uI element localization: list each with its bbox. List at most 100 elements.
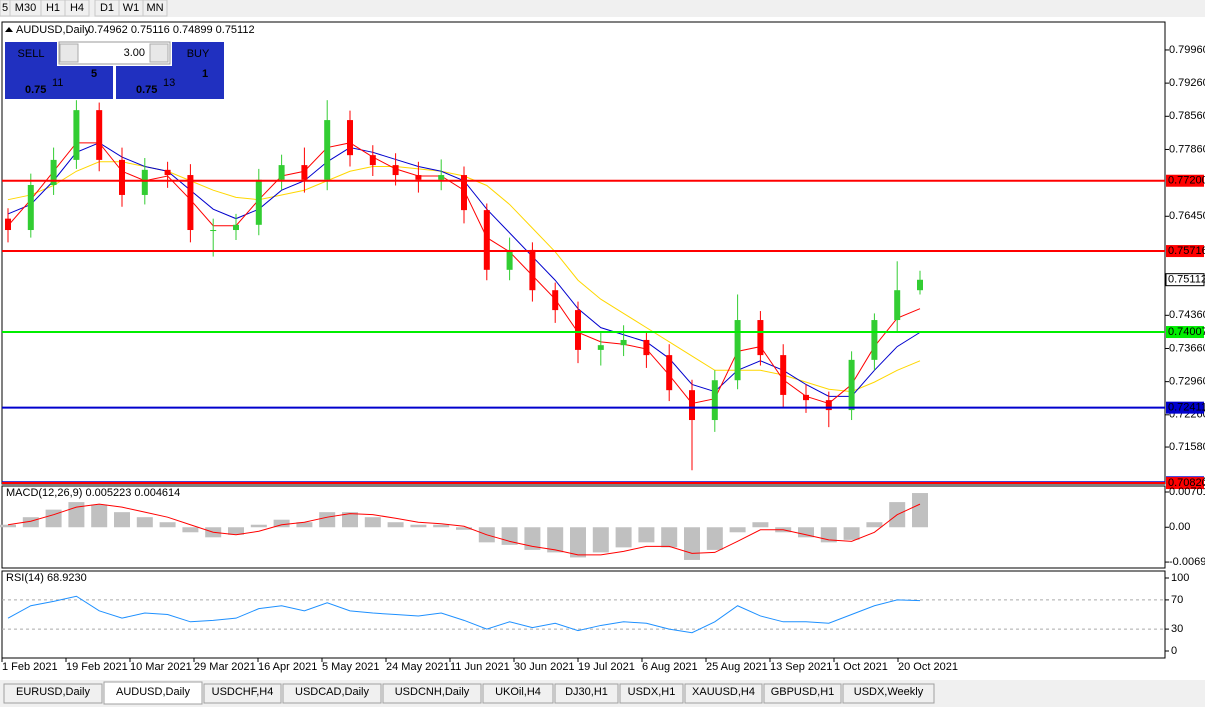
buy-button[interactable] <box>172 42 224 66</box>
candle-body <box>141 169 148 195</box>
y-tick-label: 30 <box>1171 623 1183 635</box>
level-tag <box>1166 326 1204 339</box>
macd-title: MACD(12,26,9) 0.005223 0.004614 <box>6 487 180 499</box>
chart-tab[interactable] <box>554 683 619 704</box>
candle-body <box>278 165 285 180</box>
level-tag <box>1166 477 1204 490</box>
candle-body <box>848 359 855 411</box>
tab-label: USDCAD,Daily <box>295 686 369 698</box>
chart-tab[interactable] <box>382 683 482 704</box>
ask-prefix: 0.75 <box>136 84 157 96</box>
candle-body <box>301 165 308 180</box>
macd-bar <box>843 527 860 540</box>
candle-body <box>210 230 217 232</box>
macd-bar <box>661 527 678 548</box>
chart-tab[interactable] <box>3 683 103 704</box>
macd-bar <box>410 524 427 528</box>
y-tick-label: 0.71580 <box>1169 441 1205 453</box>
macd-bar <box>547 527 564 553</box>
candle-body <box>347 120 353 156</box>
bid-quote[interactable] <box>5 66 113 99</box>
tab-label: XAUUSD,H4 <box>692 686 755 698</box>
macd-bar <box>570 527 586 558</box>
y-tick-label: 0.00 <box>1169 521 1190 533</box>
timeframe-button[interactable] <box>142 0 168 17</box>
macd-bar <box>524 527 541 550</box>
macd-bar <box>729 527 746 533</box>
candle-body <box>73 110 80 160</box>
macd-bar <box>136 517 153 528</box>
volume-down[interactable] <box>59 43 79 63</box>
macd-bar <box>706 527 723 550</box>
timeframe-button[interactable] <box>64 0 90 17</box>
candle-body <box>917 279 923 291</box>
volume-up[interactable] <box>149 43 169 63</box>
sell-button[interactable] <box>5 42 57 66</box>
candle-body <box>825 400 832 411</box>
macd-bar <box>342 512 358 528</box>
y-tick-label: 0 <box>1171 645 1177 657</box>
candle-body <box>96 110 103 160</box>
level-label: 0.77200 <box>1168 175 1205 187</box>
volume-value: 3.00 <box>124 47 145 59</box>
chart-tab[interactable] <box>203 683 282 704</box>
y-tick-label: 100 <box>1171 572 1189 584</box>
macd-bar <box>592 527 609 553</box>
level-label: 0.75716 <box>1168 245 1205 257</box>
chart-tab[interactable] <box>619 683 684 704</box>
ohlc-values: 0.74962 0.75116 0.74899 0.75112 <box>88 24 255 36</box>
x-tick-label: 1 Feb 2021 <box>2 661 58 673</box>
x-tick-label: 6 Aug 2021 <box>642 661 698 673</box>
chart-tab[interactable] <box>282 683 382 704</box>
tab-label: DJ30,H1 <box>565 686 608 698</box>
y-tick-label: 0.79260 <box>1169 77 1205 89</box>
tab-label: USDX,H1 <box>628 686 676 698</box>
x-tick-label: 29 Mar 2021 <box>194 661 256 673</box>
macd-bar <box>228 527 244 535</box>
tab-label: GBPUSD,H1 <box>771 686 835 698</box>
chart-tab[interactable] <box>763 683 842 704</box>
y-tick-label: 0.00701 <box>1169 486 1205 498</box>
y-tick-label: 0.78560 <box>1169 110 1205 122</box>
price-tag <box>1165 273 1205 287</box>
x-tick-label: 30 Jun 2021 <box>514 661 575 673</box>
candle-body <box>119 159 125 195</box>
timeframe-label: MN <box>146 2 163 14</box>
x-tick-label: 11 Jun 2021 <box>450 661 510 673</box>
macd-bar <box>615 527 632 548</box>
candle-body <box>894 290 901 321</box>
pane <box>1 570 1166 659</box>
x-tick-label: 10 Mar 2021 <box>130 661 192 673</box>
y-tick-label: 0.79960 <box>1169 44 1205 56</box>
candle-body <box>575 310 581 350</box>
tab-label: USDCNH,Daily <box>395 686 470 698</box>
macd-bar <box>866 522 883 528</box>
ask-quote[interactable] <box>116 66 224 99</box>
volume-box[interactable] <box>58 41 171 65</box>
chart-title: AUDUSD,Daily <box>16 24 90 36</box>
macd-bar <box>114 512 130 528</box>
rsi-title: RSI(14) 68.9230 <box>6 572 87 584</box>
tab-label: USDCHF,H4 <box>212 686 274 698</box>
candle-body <box>164 169 171 176</box>
rsi-line <box>7 595 921 634</box>
ask-small: 1 <box>202 68 208 80</box>
chart-tab[interactable] <box>684 683 763 704</box>
macd-bar <box>159 522 176 528</box>
macd-bar <box>387 522 404 528</box>
tab-label: UKOil,H4 <box>495 686 541 698</box>
candle-body <box>803 394 809 401</box>
tab-label: USDX,Weekly <box>854 686 924 698</box>
candle-body <box>757 320 764 356</box>
candle-body <box>643 339 650 356</box>
chart-tab[interactable] <box>482 683 554 704</box>
y-tick-label: 0.73660 <box>1169 342 1205 354</box>
y-tick-label: 0.74360 <box>1169 309 1205 321</box>
candle-body <box>324 120 331 180</box>
chart-tab[interactable] <box>103 681 203 705</box>
macd-bar <box>912 493 928 528</box>
chart-tab[interactable] <box>842 683 935 704</box>
x-tick-label: 19 Feb 2021 <box>66 661 128 673</box>
sell-label: SELL <box>18 48 45 60</box>
